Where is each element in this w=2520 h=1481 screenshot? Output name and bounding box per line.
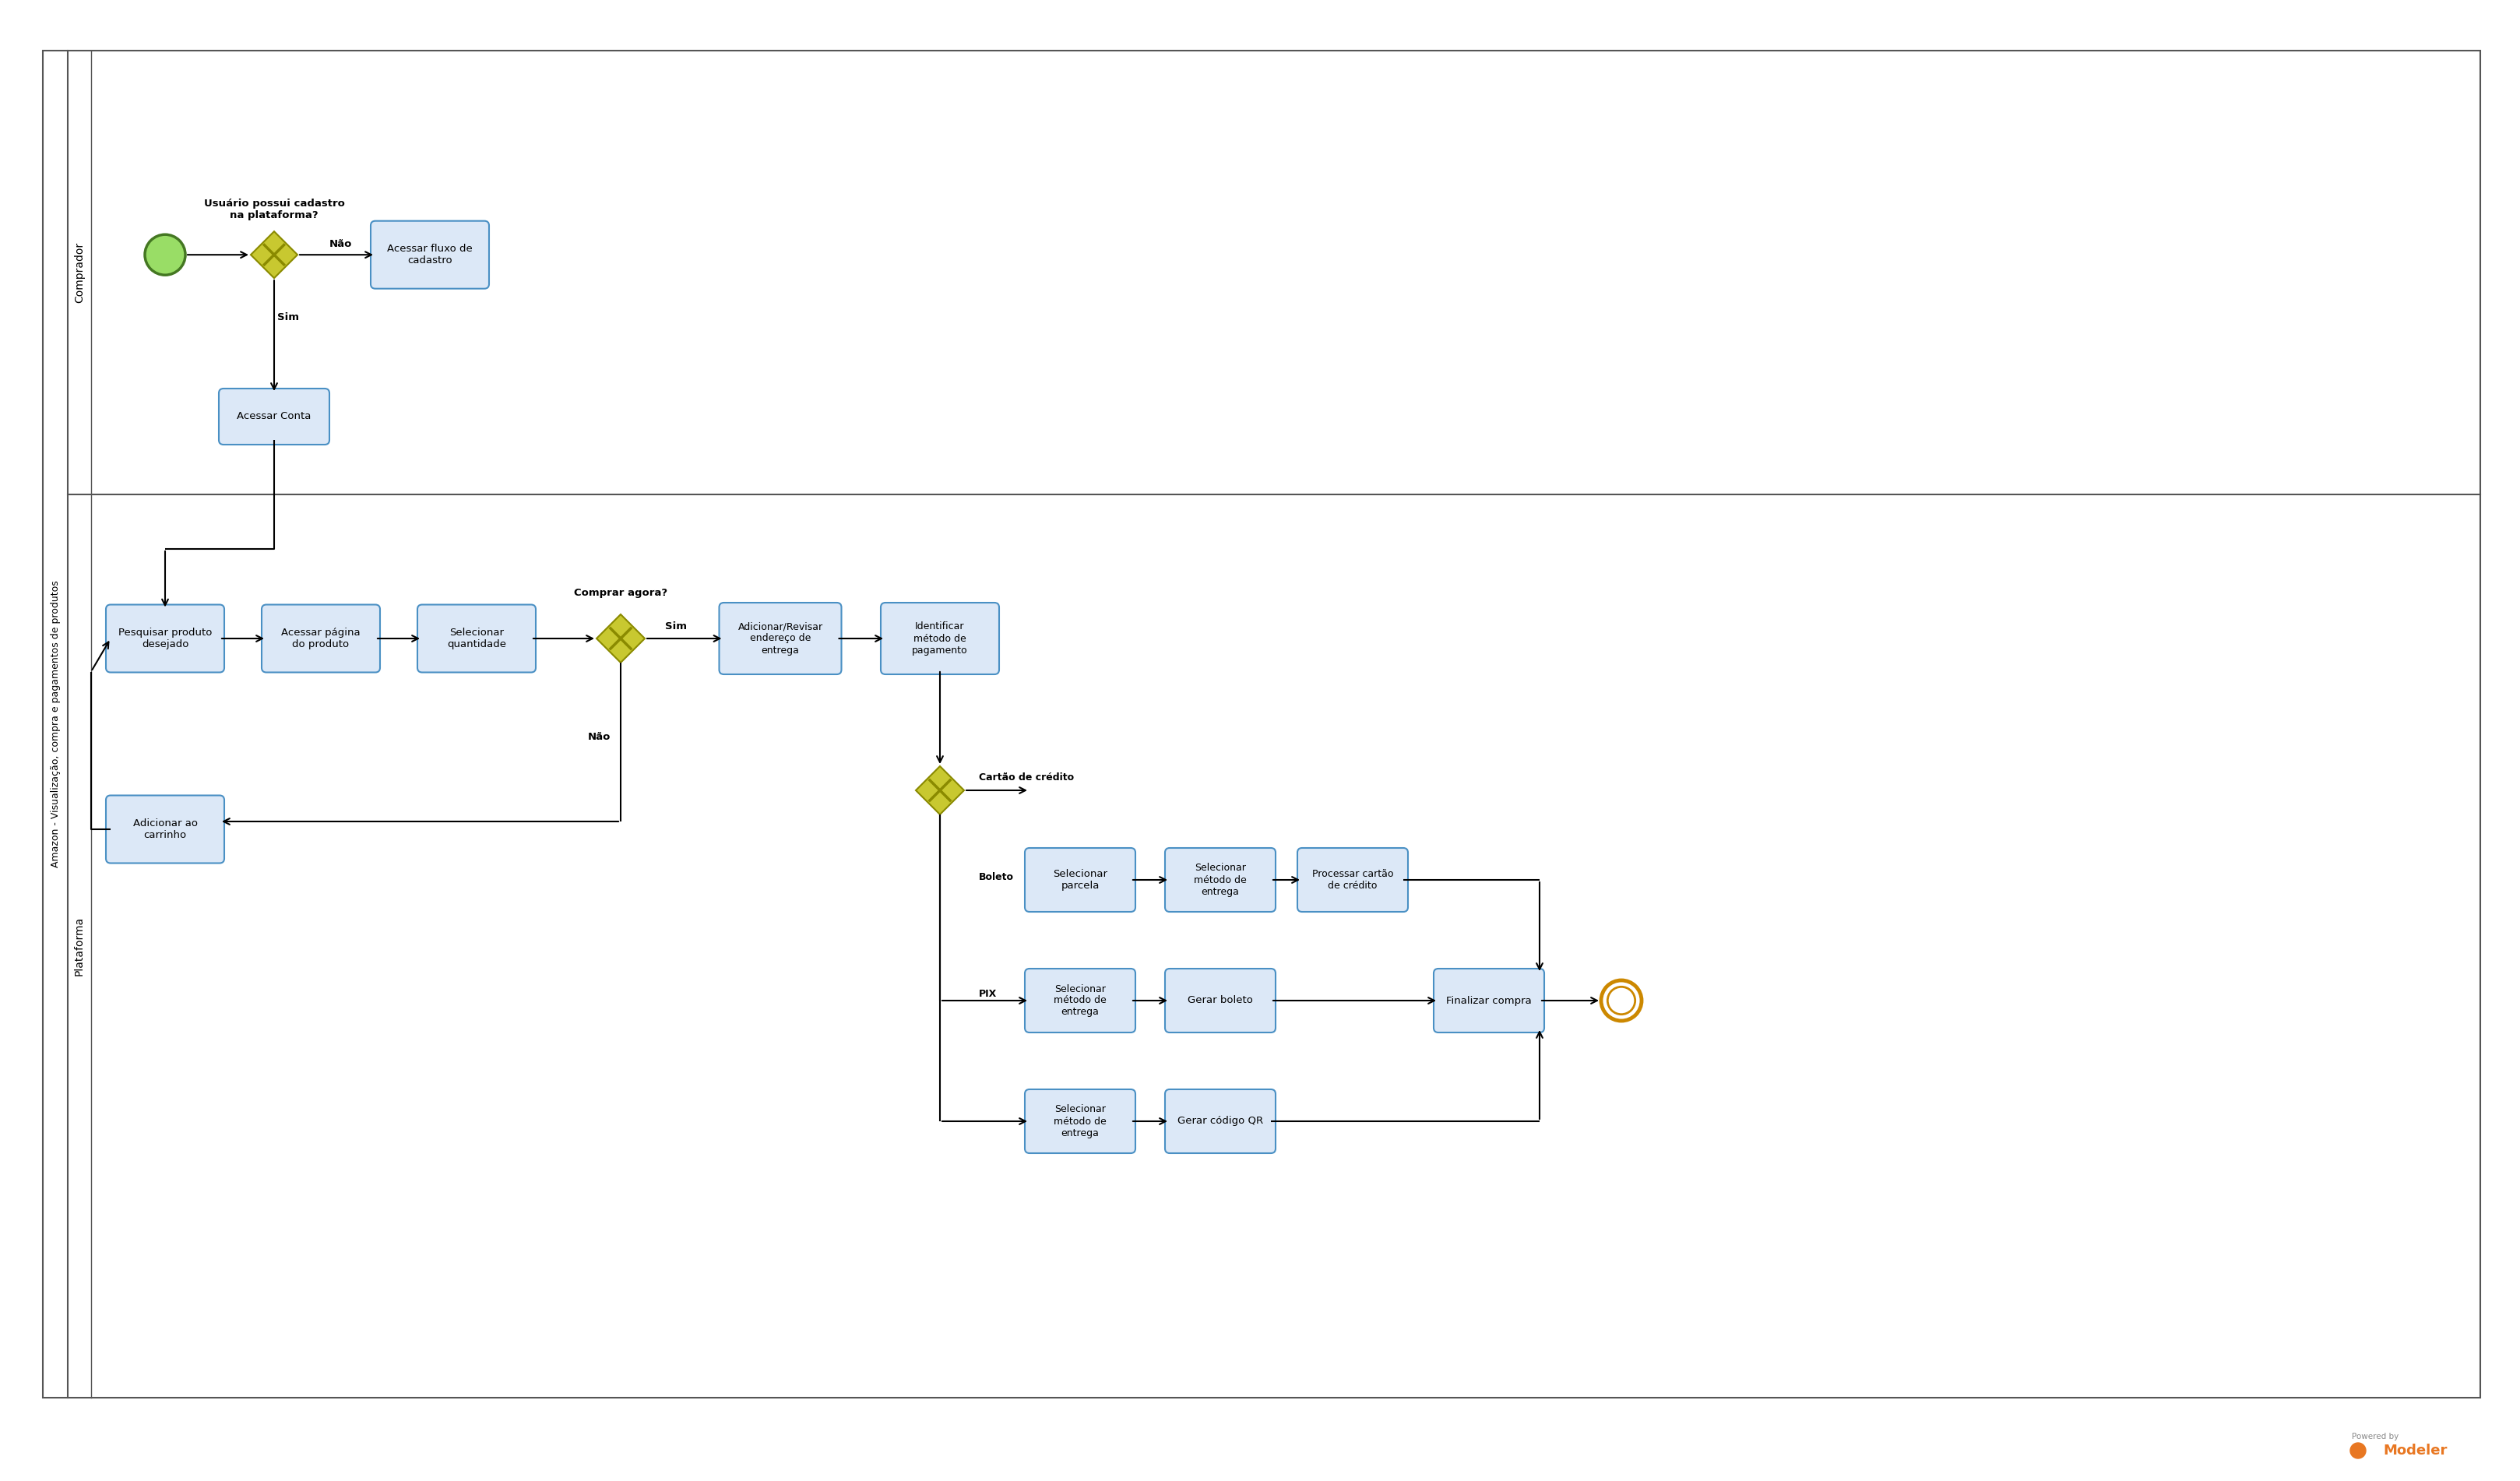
FancyBboxPatch shape	[106, 604, 224, 672]
Text: Identificar
método de
pagamento: Identificar método de pagamento	[912, 622, 968, 655]
FancyBboxPatch shape	[1298, 849, 1409, 912]
Text: Pesquisar produto
desejado: Pesquisar produto desejado	[118, 628, 212, 649]
Text: Não: Não	[587, 732, 610, 742]
Text: Selecionar
método de
entrega: Selecionar método de entrega	[1053, 983, 1106, 1017]
FancyBboxPatch shape	[219, 388, 330, 444]
Text: Selecionar
parcela: Selecionar parcela	[1053, 869, 1106, 890]
Circle shape	[1600, 980, 1641, 1020]
Polygon shape	[915, 766, 965, 815]
Circle shape	[2351, 1442, 2366, 1459]
Text: PIX: PIX	[978, 988, 998, 998]
Text: Comprar agora?: Comprar agora?	[575, 588, 668, 598]
Text: Finalizar compra: Finalizar compra	[1446, 995, 1532, 1006]
Text: Comprador: Comprador	[73, 241, 86, 304]
FancyBboxPatch shape	[262, 604, 381, 672]
FancyBboxPatch shape	[718, 603, 842, 674]
Text: Gerar boleto: Gerar boleto	[1187, 995, 1252, 1006]
FancyBboxPatch shape	[882, 603, 998, 674]
Text: Adicionar/Revisar
endereço de
entrega: Adicionar/Revisar endereço de entrega	[738, 622, 824, 655]
Circle shape	[144, 234, 186, 275]
FancyBboxPatch shape	[43, 50, 2480, 1398]
Text: Adicionar ao
carrinho: Adicionar ao carrinho	[134, 819, 197, 840]
Polygon shape	[252, 231, 297, 278]
FancyBboxPatch shape	[1164, 849, 1275, 912]
FancyBboxPatch shape	[106, 795, 224, 863]
FancyBboxPatch shape	[370, 221, 489, 289]
Text: Acessar página
do produto: Acessar página do produto	[282, 628, 360, 649]
Text: Plataforma: Plataforma	[73, 917, 86, 976]
Text: Sim: Sim	[665, 621, 688, 631]
Text: Sim: Sim	[277, 312, 300, 323]
FancyBboxPatch shape	[1434, 969, 1545, 1032]
Text: Usuário possui cadastro
na plataforma?: Usuário possui cadastro na plataforma?	[204, 198, 345, 221]
Text: Modeler: Modeler	[2384, 1444, 2447, 1457]
FancyBboxPatch shape	[1164, 1090, 1275, 1154]
Text: Processar cartão
de crédito: Processar cartão de crédito	[1313, 869, 1394, 890]
Text: Selecionar
método de
entrega: Selecionar método de entrega	[1194, 863, 1247, 896]
Text: Boleto: Boleto	[978, 872, 1013, 881]
Text: Não: Não	[330, 238, 353, 249]
FancyBboxPatch shape	[1164, 969, 1275, 1032]
Text: Amazon - Visualização, compra e pagamentos de produtos: Amazon - Visualização, compra e pagament…	[50, 581, 60, 868]
FancyBboxPatch shape	[1026, 849, 1137, 912]
Text: Gerar código QR: Gerar código QR	[1177, 1117, 1263, 1127]
Text: Acessar fluxo de
cadastro: Acessar fluxo de cadastro	[388, 244, 474, 265]
Text: Selecionar
quantidade: Selecionar quantidade	[446, 628, 507, 649]
Text: Cartão de crédito: Cartão de crédito	[978, 773, 1074, 783]
FancyBboxPatch shape	[1026, 1090, 1137, 1154]
FancyBboxPatch shape	[418, 604, 537, 672]
Polygon shape	[597, 615, 645, 662]
Text: Selecionar
método de
entrega: Selecionar método de entrega	[1053, 1105, 1106, 1137]
Circle shape	[1608, 986, 1635, 1014]
Text: Acessar Conta: Acessar Conta	[237, 412, 312, 422]
FancyBboxPatch shape	[1026, 969, 1137, 1032]
Text: Powered by: Powered by	[2351, 1432, 2399, 1441]
